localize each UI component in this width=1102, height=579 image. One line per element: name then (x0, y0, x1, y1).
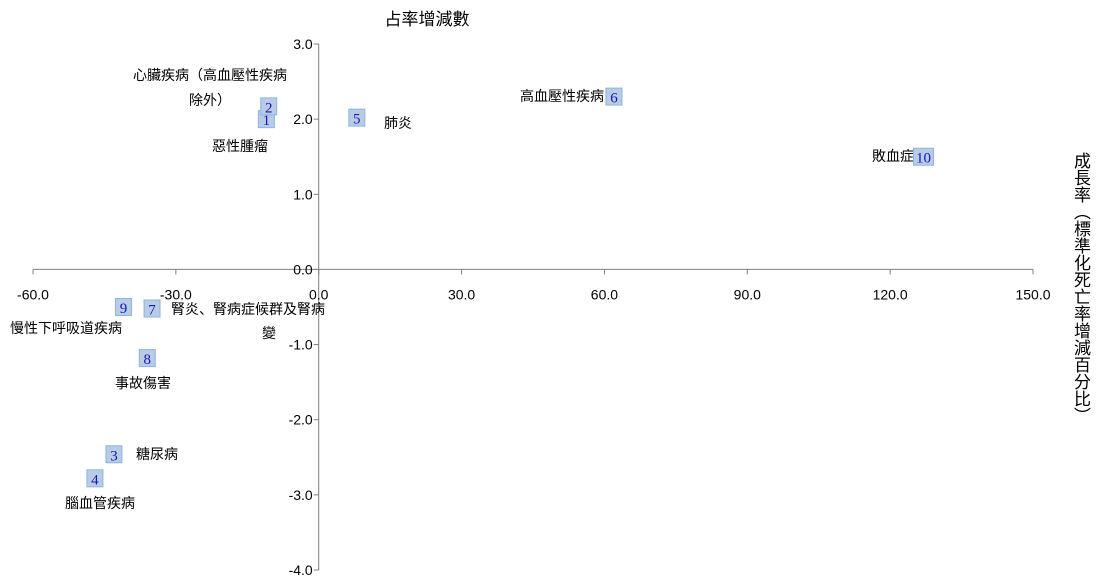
y-axis-label: 成長率（標準化死亡率增減百分比） (1070, 152, 1090, 424)
x-tick-label: 90.0 (734, 286, 761, 302)
point-marker-8: 8 (138, 349, 156, 368)
label-7-line-2: 變 (262, 326, 276, 342)
marker-box (138, 349, 156, 368)
marker-number: 9 (120, 301, 128, 317)
y-ticks: 3.0 2.0 1.0 0.0 -1.0 -2.0 -3.0 -4.0 (289, 36, 319, 578)
marker-box (912, 147, 934, 166)
x-tick-label: -30.0 (160, 286, 192, 302)
label-5: 肺炎 (384, 116, 412, 132)
label-7: 腎炎、腎病症候群及腎病 變 (171, 302, 325, 342)
marker-number: 6 (610, 91, 618, 107)
marker-box (605, 87, 623, 106)
y-tick-label: -2.0 (289, 412, 313, 428)
marker-number: 8 (144, 352, 152, 368)
marker-box (86, 469, 104, 488)
label-2-line-1: 心臟疾病（高血壓性疾病 (133, 67, 287, 84)
x-ticks: -60.0 -30.0 0.0 30.0 60.0 90.0 120.0 150.0 (17, 269, 1051, 302)
y-tick-label: 0.0 (293, 261, 313, 277)
label-2: 心臟疾病（高血壓性疾病 除外） (133, 67, 287, 109)
label-7-line-1: 腎炎、腎病症候群及腎病 (171, 302, 325, 318)
y-tick-label: 1.0 (293, 186, 313, 202)
y-tick-label: -1.0 (289, 337, 313, 353)
label-6: 高血壓性疾病 (520, 88, 604, 105)
marker-box (105, 445, 123, 464)
marker-number: 10 (916, 151, 931, 167)
marker-number: 4 (91, 472, 99, 488)
marker-number: 5 (353, 112, 361, 128)
y-tick-label: 2.0 (293, 111, 313, 127)
marker-box (143, 299, 161, 318)
marker-number: 2 (265, 100, 273, 116)
y-tick-label: -3.0 (289, 487, 313, 503)
x-tick-label: 60.0 (591, 286, 618, 302)
marker-box (114, 298, 132, 316)
x-tick-label: -60.0 (17, 286, 49, 302)
point-marker-3: 3 (105, 445, 123, 464)
label-10: 敗血症 (872, 149, 914, 165)
marker-box (260, 97, 278, 116)
label-1: 惡性腫瘤 (212, 138, 268, 155)
x-tick-label: 120.0 (873, 286, 908, 302)
x-tick-label: 30.0 (448, 286, 475, 302)
label-8: 事故傷害 (115, 376, 171, 392)
point-marker-7: 7 (143, 299, 161, 319)
marker-number: 7 (148, 303, 156, 319)
x-tick-label: 150.0 (1015, 286, 1050, 302)
marker-number: 3 (110, 448, 118, 464)
marker-box (348, 108, 366, 127)
x-tick-label: 0.0 (309, 286, 329, 302)
point-marker-9: 9 (114, 298, 132, 317)
point-marker-10: 10 (912, 147, 934, 167)
point-marker-5: 5 (348, 108, 366, 128)
label-2-line-2: 除外） (189, 93, 231, 109)
label-3: 糖尿病 (136, 447, 178, 463)
label-9: 慢性下呼吸道疾病 (10, 320, 122, 337)
point-marker-6: 6 (605, 87, 623, 107)
marker-number: 1 (263, 113, 271, 129)
point-labels: 惡性腫瘤 心臟疾病（高血壓性疾病 除外） 糖尿病 腦血管疾病 肺炎 高血壓性疾病… (10, 67, 914, 512)
point-marker-4: 4 (86, 469, 104, 488)
chart-title: 占率增減數 (385, 10, 470, 30)
y-tick-label: -4.0 (289, 562, 313, 578)
label-4: 腦血管疾病 (65, 496, 135, 512)
y-tick-label: 3.0 (293, 36, 313, 52)
point-marker-2: 2 (260, 97, 278, 116)
